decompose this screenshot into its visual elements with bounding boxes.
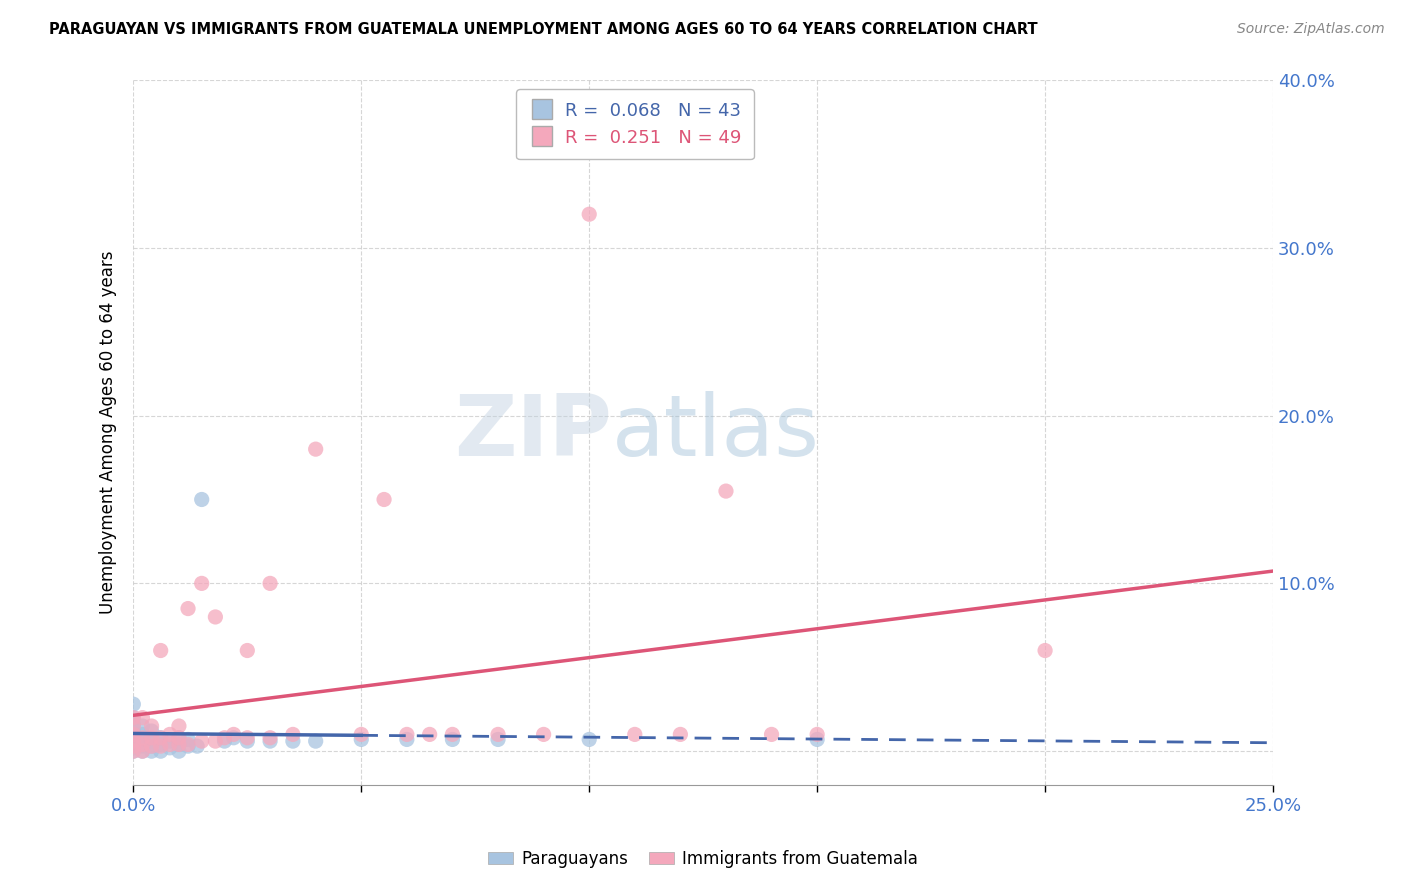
Point xyxy=(578,207,600,221)
Point xyxy=(190,576,212,591)
Point xyxy=(122,744,145,758)
Point xyxy=(149,731,172,745)
Point xyxy=(236,734,259,748)
Point xyxy=(714,484,737,499)
Point xyxy=(141,739,163,754)
Point xyxy=(131,739,153,754)
Point xyxy=(486,727,509,741)
Point xyxy=(131,734,153,748)
Point xyxy=(419,727,441,741)
Point xyxy=(122,734,145,748)
Text: atlas: atlas xyxy=(612,391,820,474)
Point xyxy=(122,731,145,745)
Point xyxy=(373,492,395,507)
Point xyxy=(190,734,212,748)
Point xyxy=(131,731,153,745)
Point xyxy=(167,738,190,752)
Point xyxy=(177,738,200,752)
Point xyxy=(350,727,373,741)
Point xyxy=(281,734,304,748)
Point xyxy=(350,732,373,747)
Point xyxy=(186,739,208,754)
Point xyxy=(395,727,418,741)
Point xyxy=(214,734,236,748)
Point xyxy=(122,738,145,752)
Text: Source: ZipAtlas.com: Source: ZipAtlas.com xyxy=(1237,22,1385,37)
Point xyxy=(167,731,190,745)
Point xyxy=(122,727,145,741)
Point xyxy=(441,732,464,747)
Point xyxy=(578,732,600,747)
Point xyxy=(122,724,145,739)
Point xyxy=(259,576,281,591)
Point xyxy=(623,727,645,741)
Point xyxy=(131,719,153,733)
Point xyxy=(259,734,281,748)
Y-axis label: Unemployment Among Ages 60 to 64 years: Unemployment Among Ages 60 to 64 years xyxy=(100,251,117,614)
Point xyxy=(141,724,163,739)
Point xyxy=(141,739,163,754)
Point xyxy=(141,719,163,733)
Point xyxy=(177,739,200,754)
Point xyxy=(236,643,259,657)
Point xyxy=(305,734,328,748)
Point xyxy=(159,738,181,752)
Point xyxy=(167,731,190,745)
Point xyxy=(149,739,172,754)
Point xyxy=(167,744,190,758)
Point xyxy=(806,732,828,747)
Point xyxy=(204,610,226,624)
Point xyxy=(122,734,145,748)
Point xyxy=(806,727,828,741)
Point xyxy=(122,719,145,733)
Point xyxy=(122,711,145,725)
Legend: Paraguayans, Immigrants from Guatemala: Paraguayans, Immigrants from Guatemala xyxy=(482,844,924,875)
Point xyxy=(222,727,245,741)
Point xyxy=(159,727,181,741)
Point xyxy=(236,731,259,745)
Point xyxy=(149,643,172,657)
Point xyxy=(1033,643,1056,657)
Point xyxy=(159,740,181,755)
Point xyxy=(204,734,226,748)
Point xyxy=(149,738,172,752)
Point xyxy=(131,711,153,725)
Point xyxy=(141,731,163,745)
Point xyxy=(131,744,153,758)
Point xyxy=(533,727,555,741)
Point xyxy=(122,711,145,725)
Point xyxy=(122,740,145,755)
Point xyxy=(395,732,418,747)
Point xyxy=(122,744,145,758)
Point xyxy=(441,727,464,741)
Point xyxy=(222,731,245,745)
Legend: R =  0.068   N = 43, R =  0.251   N = 49: R = 0.068 N = 43, R = 0.251 N = 49 xyxy=(516,89,754,160)
Point xyxy=(122,697,145,711)
Point xyxy=(149,744,172,758)
Point xyxy=(177,732,200,747)
Point xyxy=(131,744,153,758)
Point xyxy=(122,739,145,754)
Point xyxy=(141,744,163,758)
Point xyxy=(131,738,153,752)
Point xyxy=(167,738,190,752)
Point xyxy=(167,719,190,733)
Point xyxy=(259,731,281,745)
Point xyxy=(190,492,212,507)
Point xyxy=(486,732,509,747)
Point xyxy=(761,727,783,741)
Point xyxy=(122,727,145,741)
Text: ZIP: ZIP xyxy=(454,391,612,474)
Point xyxy=(141,734,163,748)
Point xyxy=(305,442,328,457)
Text: PARAGUAYAN VS IMMIGRANTS FROM GUATEMALA UNEMPLOYMENT AMONG AGES 60 TO 64 YEARS C: PARAGUAYAN VS IMMIGRANTS FROM GUATEMALA … xyxy=(49,22,1038,37)
Point xyxy=(149,731,172,745)
Point xyxy=(177,601,200,615)
Point xyxy=(669,727,692,741)
Point xyxy=(159,734,181,748)
Point xyxy=(131,727,153,741)
Point xyxy=(281,727,304,741)
Point xyxy=(122,717,145,731)
Point xyxy=(214,731,236,745)
